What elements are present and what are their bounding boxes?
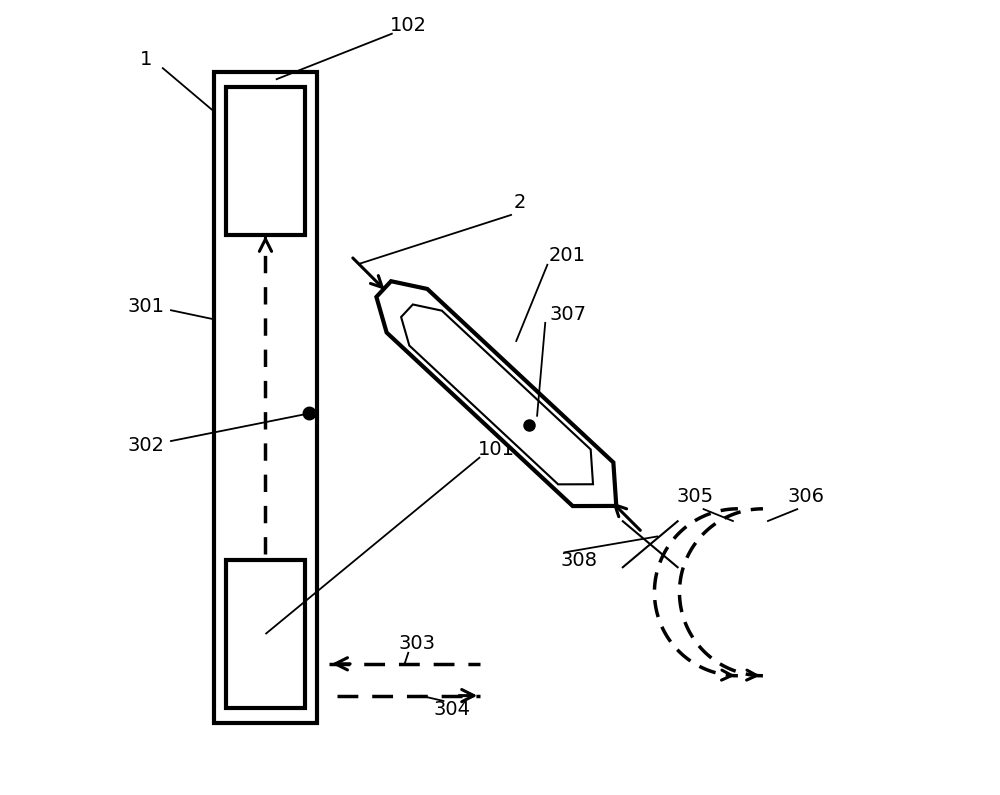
Polygon shape — [401, 304, 593, 484]
Text: 102: 102 — [390, 16, 427, 35]
Text: 2: 2 — [514, 193, 526, 212]
Text: 306: 306 — [788, 487, 825, 506]
Bar — [214, 72, 317, 723]
Text: 304: 304 — [434, 700, 471, 719]
Text: 305: 305 — [676, 487, 713, 506]
Text: 201: 201 — [549, 246, 586, 266]
Text: 307: 307 — [549, 304, 586, 324]
Text: 302: 302 — [128, 436, 165, 455]
Bar — [226, 87, 305, 235]
Text: 101: 101 — [478, 440, 515, 459]
Text: 303: 303 — [398, 634, 435, 653]
Text: 301: 301 — [128, 297, 165, 316]
Polygon shape — [376, 281, 616, 506]
Text: 1: 1 — [140, 50, 152, 69]
Bar — [226, 560, 305, 708]
Text: 308: 308 — [561, 551, 598, 570]
